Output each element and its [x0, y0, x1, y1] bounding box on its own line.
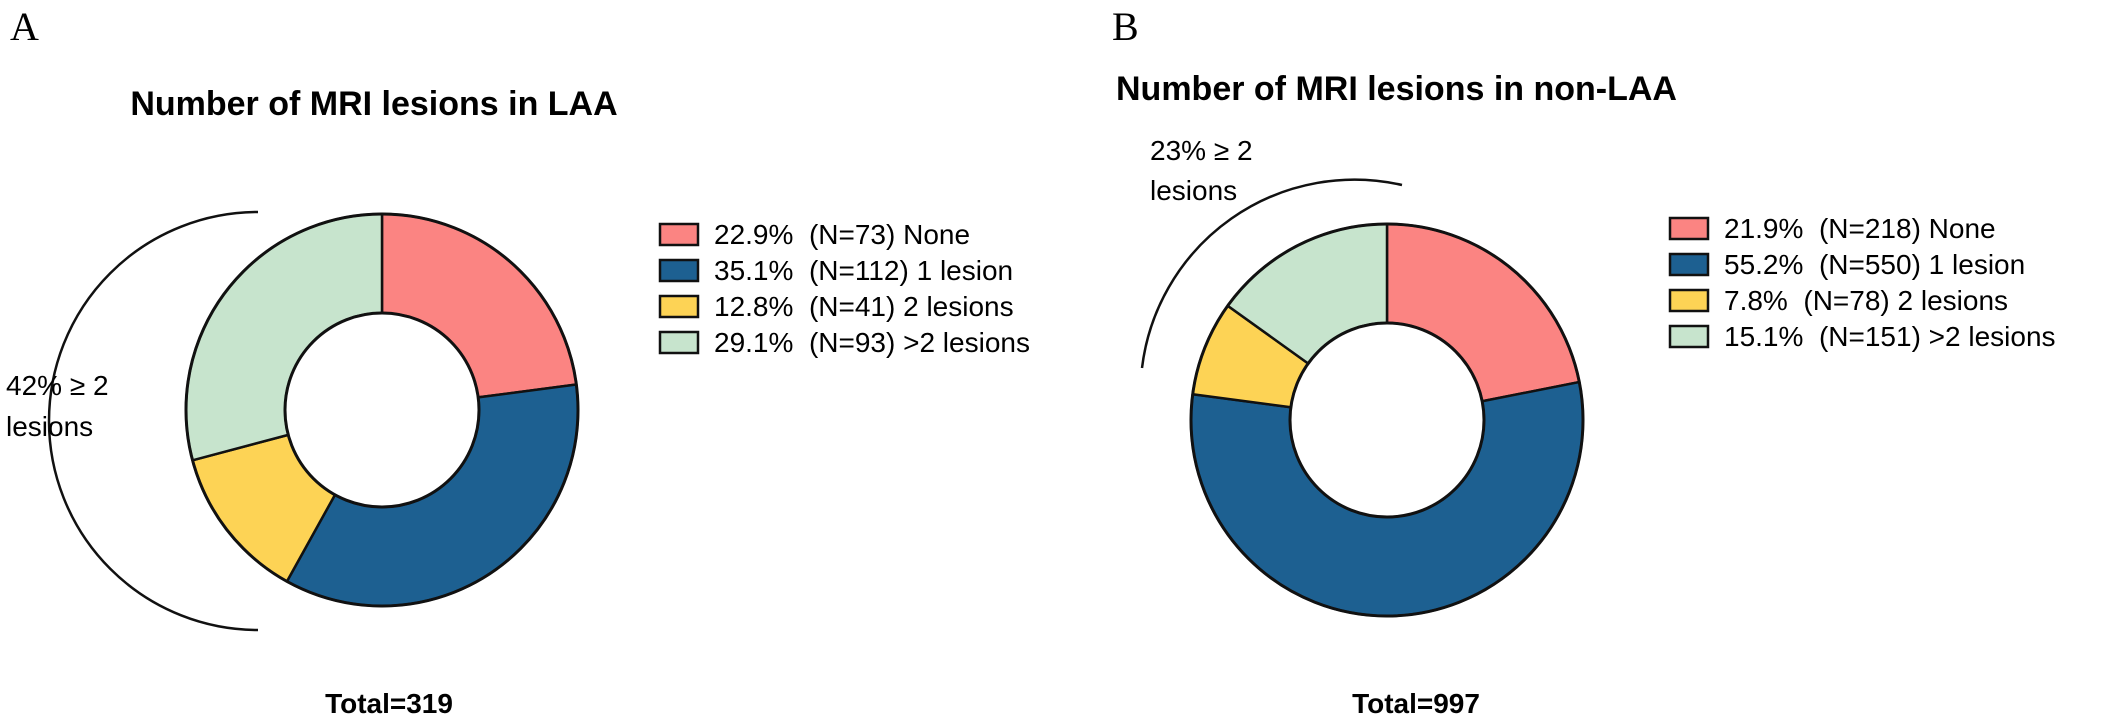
- donut-hole: [283, 311, 481, 509]
- legend-item-none: 21.9% (N=218) None: [1668, 213, 1996, 244]
- legend-item-1-lesion: 55.2% (N=550) 1 lesion: [1668, 249, 2025, 280]
- legend-swatch: [658, 294, 700, 319]
- legend-item-2-lesions: 12.8% (N=41) 2 lesions: [658, 291, 1014, 322]
- legend-swatch: [1668, 252, 1710, 277]
- legend-swatch: [658, 258, 700, 283]
- panel-b-title: Number of MRI lesions in non-LAA: [1116, 70, 1677, 108]
- legend-item-none: 22.9% (N=73) None: [658, 219, 970, 250]
- legend-swatch: [1668, 216, 1710, 241]
- legend-swatch: [658, 330, 700, 355]
- panel-b-annotation-line1: 23% ≥ 2: [1150, 135, 1253, 166]
- panel-a-total: Total=319: [325, 688, 453, 719]
- panel-a-annotation-line2: lesions: [6, 411, 93, 442]
- legend-item-gt-2-lesions: 29.1% (N=93) >2 lesions: [658, 327, 1030, 358]
- donut-hole: [1288, 321, 1486, 519]
- panel-a-letter: A: [10, 4, 39, 49]
- legend-label: 55.2% (N=550) 1 lesion: [1724, 249, 2025, 280]
- panel-b: B Number of MRI lesions in non-LAA 23% ≥…: [1112, 4, 2056, 719]
- panel-a-donut: [184, 212, 580, 608]
- panel-b-donut: [1189, 222, 1585, 618]
- panel-b-letter: B: [1112, 4, 1139, 49]
- legend-label: 35.1% (N=112) 1 lesion: [714, 255, 1013, 286]
- legend-item-1-lesion: 35.1% (N=112) 1 lesion: [658, 255, 1013, 286]
- legend-label: 15.1% (N=151) >2 lesions: [1724, 321, 2056, 352]
- panel-a-bracket: [47, 210, 259, 632]
- panel-b-annotation-line2: lesions: [1150, 175, 1237, 206]
- legend-label: 29.1% (N=93) >2 lesions: [714, 327, 1030, 358]
- panel-a-legend: 22.9% (N=73) None 35.1% (N=112) 1 lesion 1…: [658, 219, 1030, 358]
- legend-label: 12.8% (N=41) 2 lesions: [714, 291, 1014, 322]
- legend-label: 22.9% (N=73) None: [714, 219, 970, 250]
- legend-label: 21.9% (N=218) None: [1724, 213, 1996, 244]
- panel-b-legend: 21.9% (N=218) None 55.2% (N=550) 1 lesion…: [1668, 213, 2056, 352]
- panel-a: A Number of MRI lesions in LAA 42% ≥ 2 l…: [6, 4, 1030, 719]
- legend-swatch: [1668, 324, 1710, 349]
- legend-item-2-lesions: 7.8% (N=78) 2 lesions: [1668, 285, 2008, 316]
- panel-b-total: Total=997: [1352, 688, 1480, 719]
- legend-item-gt-2-lesions: 15.1% (N=151) >2 lesions: [1668, 321, 2056, 352]
- donut-outer-ring: [184, 212, 580, 608]
- legend-swatch: [658, 222, 700, 247]
- panel-a-annotation-line1: 42% ≥ 2: [6, 370, 109, 401]
- legend-swatch: [1668, 288, 1710, 313]
- legend-label: 7.8% (N=78) 2 lesions: [1724, 285, 2008, 316]
- panel-b-bracket: [1140, 178, 1403, 369]
- panel-a-title: Number of MRI lesions in LAA: [130, 85, 617, 123]
- donut-outer-ring: [1189, 222, 1585, 618]
